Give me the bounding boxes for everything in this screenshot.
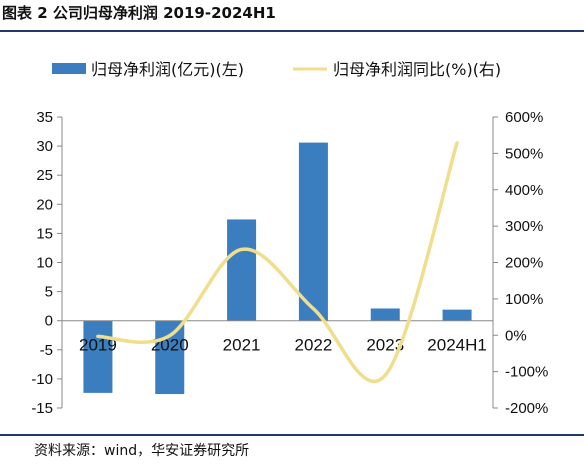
- left-tick-label: 5: [45, 284, 53, 301]
- left-tick-label: 0: [45, 313, 53, 330]
- figure-title: 图表 2 公司归母净利润 2019-2024H1: [2, 4, 276, 22]
- title-rule: [0, 30, 584, 32]
- right-tick-label: -100%: [505, 364, 548, 381]
- left-tick-label: -10: [31, 371, 53, 388]
- source-rule: [0, 434, 584, 436]
- right-tick-label: 0%: [505, 327, 527, 344]
- bar: [442, 309, 472, 321]
- right-tick-label: 600%: [505, 109, 543, 126]
- bar: [155, 320, 185, 395]
- right-tick-label: 400%: [505, 182, 543, 199]
- right-tick-label: -200%: [505, 400, 548, 417]
- left-tick-label: 15: [36, 225, 53, 242]
- legend-label-line: 归母净利润同比(%)(右): [333, 60, 501, 79]
- category-label: 2020: [151, 336, 189, 355]
- left-tick-label: -15: [31, 400, 53, 417]
- legend-label-bar: 归母净利润(亿元)(左): [91, 60, 244, 79]
- right-tick-label: 100%: [505, 291, 543, 308]
- category-label: 2019: [79, 336, 117, 355]
- yoy-growth-line: [96, 141, 459, 384]
- category-label: 2021: [223, 336, 261, 355]
- right-tick-label: 300%: [505, 218, 543, 235]
- left-tick-label: 35: [36, 109, 53, 126]
- bar: [298, 142, 328, 321]
- right-tick-label: 200%: [505, 255, 543, 272]
- legend-swatch-bar: [52, 63, 86, 74]
- category-label: 2022: [295, 336, 333, 355]
- left-tick-label: 25: [36, 167, 53, 184]
- source-note: 资料来源：wind，华安证券研究所: [34, 443, 250, 459]
- left-tick-label: 30: [36, 138, 53, 155]
- bar: [83, 320, 113, 393]
- bar: [370, 308, 400, 321]
- category-label: 2024H1: [427, 336, 487, 355]
- left-tick-label: 10: [36, 255, 53, 272]
- category-label: 2023: [366, 336, 404, 355]
- left-tick-label: 20: [36, 196, 53, 213]
- bar: [227, 219, 257, 321]
- right-tick-label: 500%: [505, 145, 543, 162]
- left-tick-label: -5: [40, 342, 53, 359]
